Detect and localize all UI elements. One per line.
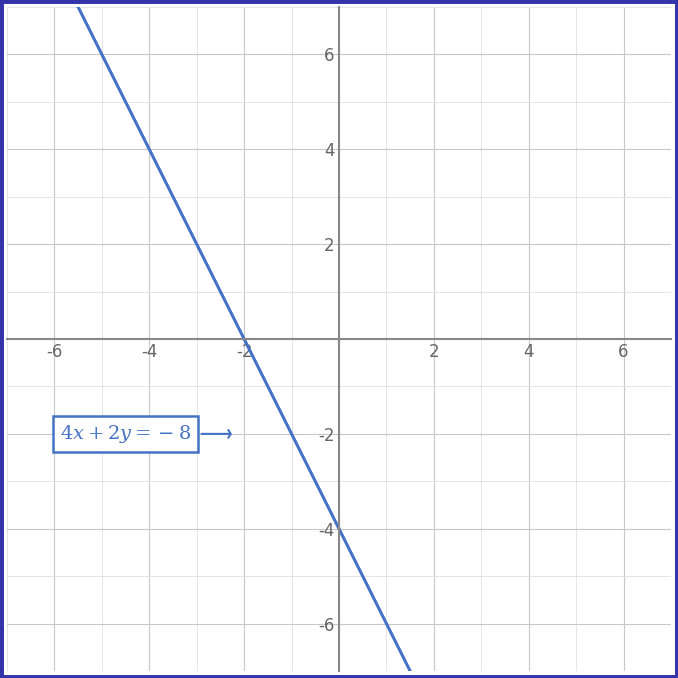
Text: $4x + 2y = -8$: $4x + 2y = -8$ [60, 423, 231, 445]
